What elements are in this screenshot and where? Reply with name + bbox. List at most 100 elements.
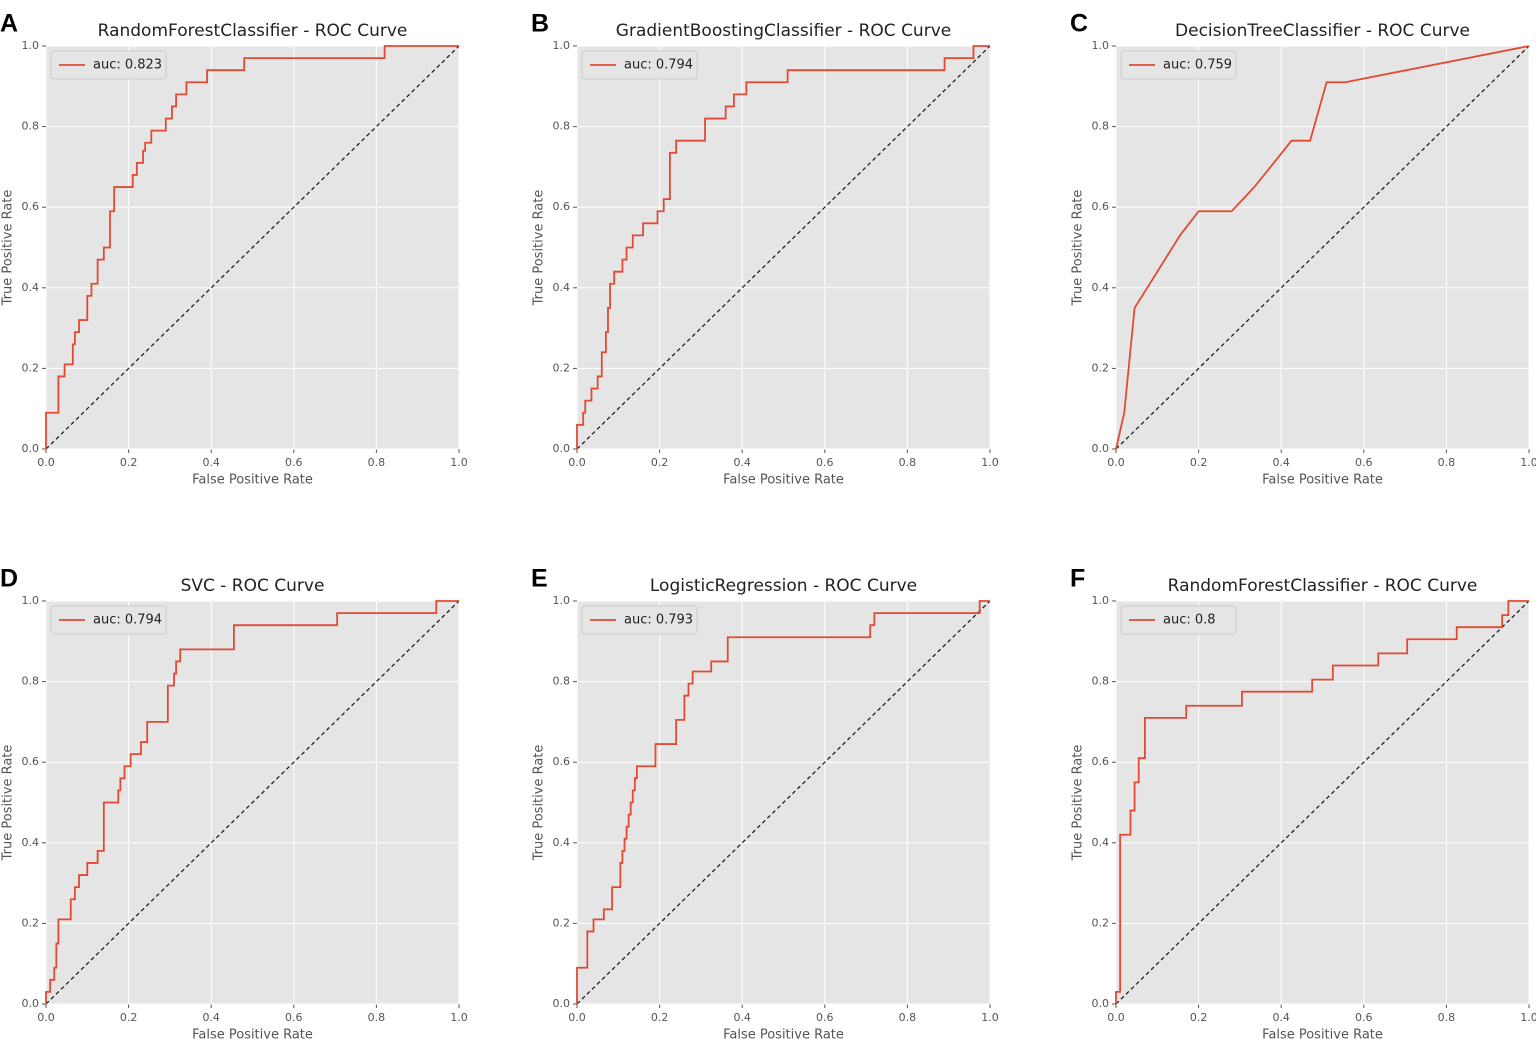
y-axis-label: True Positive Rate: [1, 190, 16, 307]
y-tick-label: 0.6: [1092, 200, 1110, 213]
legend-box: [1120, 50, 1237, 80]
panel-letter: B: [531, 10, 549, 38]
x-tick-label: 0.2: [651, 456, 669, 469]
y-tick-label: 0.2: [553, 916, 571, 929]
y-tick-label: 1.0: [553, 594, 571, 607]
chart-title: DecisionTreeClassifier - ROC Curve: [1175, 21, 1470, 41]
y-tick-label: 0.0: [22, 442, 40, 455]
roc-line: [576, 45, 990, 449]
x-tick-label: 0.2: [1190, 456, 1208, 469]
y-tick-label: 1.0: [1092, 39, 1110, 52]
y-tick-label: 1.0: [553, 39, 571, 52]
x-tick-label: 0.6: [816, 456, 834, 469]
chart-title: LogisticRegression - ROC Curve: [650, 576, 917, 596]
y-tick-label: 0.0: [553, 997, 571, 1010]
y-tick-label: 0.8: [22, 675, 40, 688]
y-tick-label: 0.4: [22, 836, 40, 849]
chance-line: [1115, 45, 1530, 450]
y-tick-label: 0.2: [553, 361, 571, 374]
x-tick-label: 0.0: [1107, 456, 1125, 469]
y-tick-label: 1.0: [22, 594, 40, 607]
y-axis-label: True Positive Rate: [1, 745, 16, 862]
chance-line: [45, 600, 460, 1005]
x-tick-label: 1.0: [981, 1011, 999, 1024]
roc-line: [45, 600, 459, 1004]
x-tick-label: 0.0: [568, 456, 586, 469]
y-tick-label: 0.6: [553, 200, 571, 213]
x-tick-label: 0.8: [368, 1011, 386, 1024]
legend-label: auc: 0.794: [624, 58, 693, 73]
y-tick-label: 0.4: [553, 836, 571, 849]
legend-box: [50, 50, 167, 80]
x-tick-label: 0.2: [651, 1011, 669, 1024]
y-tick-label: 0.0: [1092, 997, 1110, 1010]
panel: E LogisticRegression - ROC Curve 0.0 0.2 0.4…: [531, 565, 999, 1039]
panel-letter: D: [0, 565, 18, 593]
y-tick-label: 0.8: [22, 120, 40, 133]
y-axis-label: True Positive Rate: [1071, 745, 1086, 862]
x-axis-label: False Positive Rate: [1262, 1028, 1383, 1039]
x-tick-label: 0.6: [285, 456, 303, 469]
y-tick-label: 0.2: [22, 916, 40, 929]
y-axis-label: True Positive Rate: [532, 190, 547, 307]
panel-letter: F: [1070, 565, 1085, 593]
y-tick-label: 0.0: [22, 997, 40, 1010]
x-axis-label: False Positive Rate: [723, 1028, 844, 1039]
panel-letter: E: [531, 565, 548, 593]
chart-title: SVC - ROC Curve: [181, 576, 325, 596]
x-axis-label: False Positive Rate: [723, 473, 844, 488]
x-tick-label: 0.4: [202, 456, 220, 469]
chance-line: [1115, 600, 1530, 1005]
x-tick-label: 1.0: [981, 456, 999, 469]
x-tick-label: 0.8: [368, 456, 386, 469]
x-tick-label: 0.6: [1355, 1011, 1373, 1024]
x-tick-label: 0.8: [1438, 456, 1456, 469]
y-tick-label: 0.4: [1092, 836, 1110, 849]
roc-line: [1115, 45, 1530, 450]
y-tick-label: 0.2: [1092, 916, 1110, 929]
legend-label: auc: 0.823: [93, 58, 162, 73]
y-tick-label: 0.8: [553, 675, 571, 688]
x-tick-label: 0.2: [120, 456, 138, 469]
y-tick-label: 0.0: [1092, 442, 1110, 455]
y-tick-label: 0.2: [22, 361, 40, 374]
roc-line: [1115, 600, 1529, 1004]
chance-line: [45, 45, 460, 450]
legend-label: auc: 0.794: [93, 613, 162, 628]
x-tick-label: 0.4: [733, 456, 751, 469]
y-axis-label: True Positive Rate: [532, 745, 547, 862]
legend-box: [581, 605, 698, 635]
x-tick-label: 0.8: [899, 1011, 917, 1024]
legend-box: [50, 605, 167, 635]
panel-letter: C: [1070, 10, 1088, 38]
x-tick-label: 1.0: [1520, 456, 1536, 469]
y-tick-label: 1.0: [22, 39, 40, 52]
y-tick-label: 0.6: [553, 755, 571, 768]
x-tick-label: 0.4: [1272, 456, 1290, 469]
roc-line: [576, 600, 990, 1004]
x-axis-label: False Positive Rate: [192, 1028, 313, 1039]
x-tick-label: 0.2: [1190, 1011, 1208, 1024]
y-tick-label: 0.4: [553, 281, 571, 294]
x-tick-label: 0.6: [285, 1011, 303, 1024]
y-tick-label: 0.6: [22, 200, 40, 213]
chance-line: [576, 45, 991, 450]
x-tick-label: 0.0: [568, 1011, 586, 1024]
x-tick-label: 0.4: [1272, 1011, 1290, 1024]
x-tick-label: 1.0: [450, 1011, 468, 1024]
y-tick-label: 0.6: [1092, 755, 1110, 768]
legend-box: [581, 50, 698, 80]
y-tick-label: 0.2: [1092, 361, 1110, 374]
x-tick-label: 0.0: [37, 1011, 55, 1024]
panel: D SVC - ROC Curve 0.0 0.2 0.4 0.6 0.8 1.0 0.0 0.2…: [0, 565, 468, 1039]
chart-title: RandomForestClassifier - ROC Curve: [98, 21, 408, 41]
y-tick-label: 0.6: [22, 755, 40, 768]
y-tick-label: 0.8: [553, 120, 571, 133]
y-tick-label: 0.4: [22, 281, 40, 294]
legend-label: auc: 0.759: [1163, 58, 1232, 73]
y-tick-label: 0.8: [1092, 675, 1110, 688]
